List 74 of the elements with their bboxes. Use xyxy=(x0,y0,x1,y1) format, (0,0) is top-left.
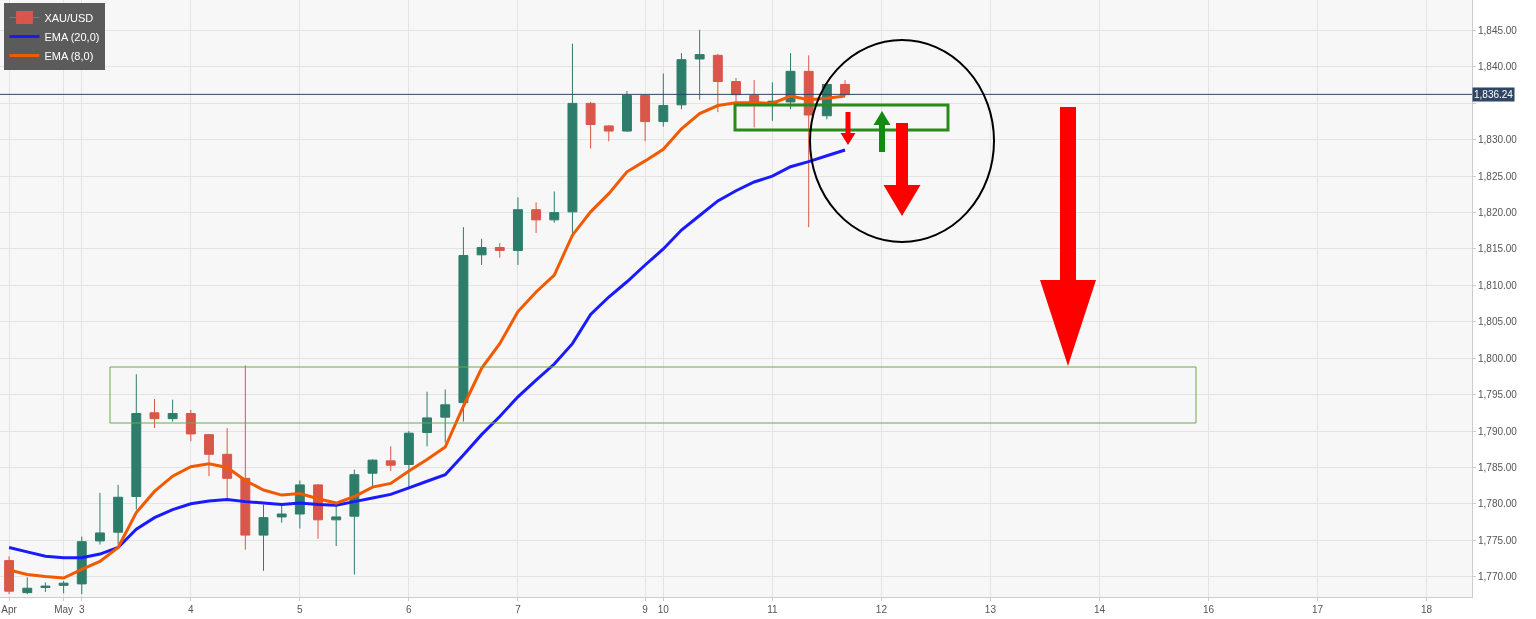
x-tick-label: 4 xyxy=(188,604,195,615)
x-tick-label: 17 xyxy=(1311,604,1324,615)
candlestick xyxy=(258,504,269,572)
candlestick xyxy=(113,484,124,546)
y-tick-label: 1,830.00 xyxy=(1478,134,1518,146)
candlestick xyxy=(4,555,15,595)
x-tick-label: 12 xyxy=(875,604,888,615)
candlestick xyxy=(458,226,469,423)
x-tick-label: 14 xyxy=(1093,604,1106,615)
legend-label: EMA (20,0) xyxy=(44,30,100,43)
y-tick-label: 1,840.00 xyxy=(1478,61,1518,73)
line-series xyxy=(7,148,847,560)
candlestick xyxy=(131,373,142,511)
x-tick-label: 16 xyxy=(1202,604,1215,615)
ref-line-label: 1,836.24 xyxy=(1474,89,1514,100)
candlestick xyxy=(622,90,632,133)
y-tick-label: 1,780.00 xyxy=(1478,498,1518,510)
candlestick xyxy=(95,492,105,546)
candlestick xyxy=(385,445,396,472)
candlestick xyxy=(512,196,523,266)
candlestick xyxy=(185,409,196,442)
candlestick xyxy=(167,399,178,423)
y-tick-label: 1,815.00 xyxy=(1478,243,1518,255)
candlestick xyxy=(58,580,69,594)
y-tick-label: 1,810.00 xyxy=(1478,279,1518,291)
candlestick xyxy=(567,43,578,234)
y-tick-label: 1,805.00 xyxy=(1478,316,1518,328)
candlestick xyxy=(331,504,342,547)
y-tick-label: 1,845.00 xyxy=(1478,25,1518,37)
candlestick xyxy=(585,101,596,150)
x-tick-label: 3 xyxy=(79,604,85,615)
x-tick-label: 18 xyxy=(1421,604,1433,615)
candlestick xyxy=(658,73,669,128)
line-series xyxy=(7,94,847,580)
candlestick xyxy=(240,364,251,551)
candlestick xyxy=(712,53,723,113)
candlestick xyxy=(403,430,414,489)
candlestick xyxy=(676,52,687,110)
candlestick xyxy=(440,389,451,444)
x-tick-label: 5 xyxy=(297,604,304,615)
y-tick-label: 1,820.00 xyxy=(1478,207,1518,219)
candlestick xyxy=(731,77,741,104)
y-tick-label: 1,785.00 xyxy=(1478,461,1518,473)
x-tick-label: 9 xyxy=(642,604,649,615)
candlestick xyxy=(494,242,505,259)
x-tick-label: 7 xyxy=(515,604,522,615)
y-tick-label: 1,775.00 xyxy=(1478,534,1518,546)
candlestick xyxy=(276,505,287,524)
candlestick xyxy=(694,29,705,101)
x-tick-label: 6 xyxy=(406,604,413,615)
y-tick-label: 1,790.00 xyxy=(1478,425,1518,437)
legend-label: EMA (8,0) xyxy=(44,49,94,62)
candlestick xyxy=(422,391,433,447)
candlestick xyxy=(204,433,214,477)
candlestick xyxy=(549,190,560,224)
candlestick xyxy=(22,576,33,595)
candlestick xyxy=(476,238,487,266)
candlestick xyxy=(531,201,542,234)
y-tick-label: 1,825.00 xyxy=(1478,170,1518,182)
x-tick-label: May xyxy=(54,604,74,615)
y-tick-label: 1,800.00 xyxy=(1478,352,1518,364)
candlestick xyxy=(40,581,51,593)
x-tick-label: Apr xyxy=(1,604,18,615)
x-tick-label: 11 xyxy=(767,604,778,615)
x-tick-label: 13 xyxy=(984,604,997,615)
y-tick-label: 1,770.00 xyxy=(1478,571,1518,583)
candlestick xyxy=(367,458,378,489)
candlestick xyxy=(149,398,160,429)
candlestick xyxy=(840,79,850,97)
candlestick xyxy=(640,94,651,142)
legend-label: XAU/USD xyxy=(44,11,94,24)
candlestick xyxy=(603,124,614,142)
y-tick-label: 1,795.00 xyxy=(1478,389,1518,401)
x-tick-label: 10 xyxy=(657,604,670,615)
